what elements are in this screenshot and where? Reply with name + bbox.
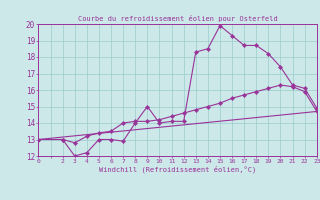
Title: Courbe du refroidissement éolien pour Osterfeld: Courbe du refroidissement éolien pour Os…: [78, 15, 277, 22]
X-axis label: Windchill (Refroidissement éolien,°C): Windchill (Refroidissement éolien,°C): [99, 166, 256, 173]
